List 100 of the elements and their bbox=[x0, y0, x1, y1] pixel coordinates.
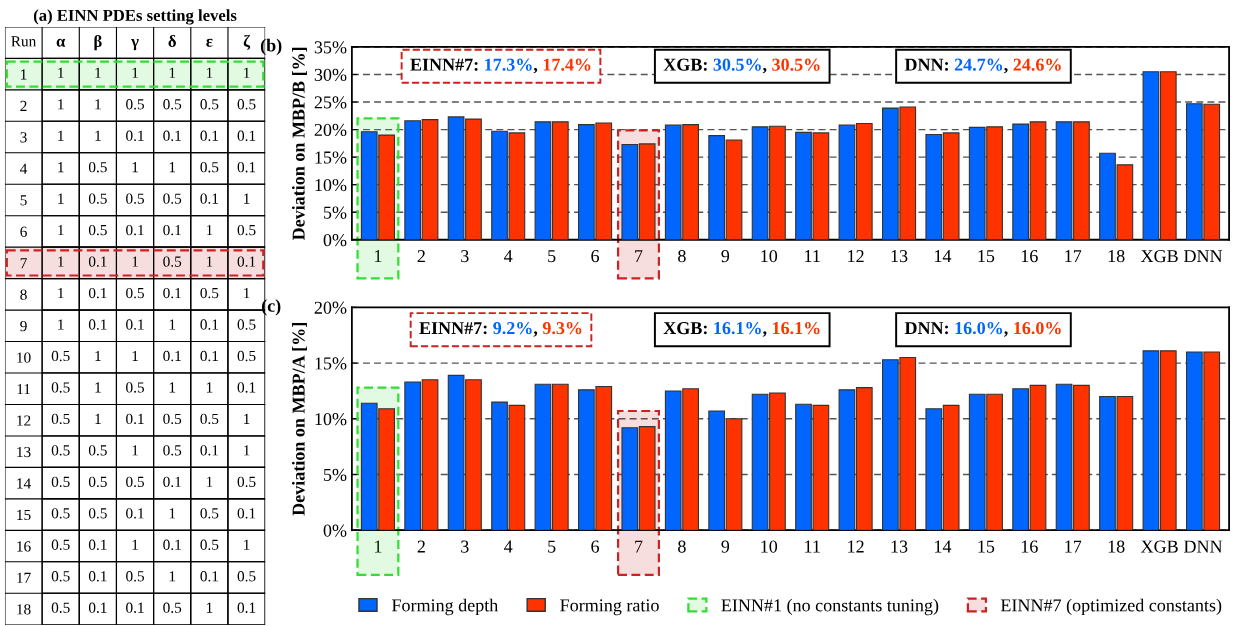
x-tick-label: 8 bbox=[678, 540, 686, 553]
data-label: 1 bbox=[244, 193, 250, 204]
data-label: 1 bbox=[58, 193, 64, 204]
data-label: 0.5 bbox=[51, 508, 70, 519]
data-label: 0.1 bbox=[200, 319, 219, 330]
data-label: 0.1 bbox=[126, 130, 144, 141]
data-label: 1 bbox=[95, 413, 101, 424]
y-tick-label: 10 bbox=[17, 352, 31, 363]
x-tick-label: 15 bbox=[978, 540, 995, 553]
data-label: 0.1 bbox=[126, 602, 144, 613]
data-label: 1 bbox=[95, 67, 101, 78]
data-label: 0.5 bbox=[88, 445, 107, 456]
data-label: 0.1 bbox=[88, 539, 107, 550]
data-label: 0.5 bbox=[200, 413, 219, 425]
x-tick-label: 9 bbox=[721, 250, 730, 263]
annotation: EINN#7: 17.3%, 17.4% bbox=[410, 58, 591, 74]
x-tick-label: 18 bbox=[1108, 250, 1125, 263]
y-tick-label: 2 bbox=[20, 100, 27, 111]
y-tick-label: 8 bbox=[20, 289, 27, 300]
data-label: 0.5 bbox=[126, 287, 144, 299]
y-tick-label: 0% bbox=[323, 234, 347, 247]
data-label: 0.1 bbox=[88, 602, 107, 613]
data-label: 0.1 bbox=[200, 193, 219, 204]
data-label: 0.1 bbox=[126, 508, 144, 519]
data-label: 1 bbox=[244, 413, 250, 424]
x-tick-label: ζ bbox=[243, 34, 251, 50]
data-label: 1 bbox=[169, 67, 176, 78]
data-label: 1 bbox=[206, 67, 213, 78]
data-label: 1 bbox=[244, 287, 250, 299]
annotation: XGB: 16.1%, 16.1% bbox=[663, 321, 820, 337]
legend-label: Forming depth bbox=[391, 598, 499, 616]
chart-title: (b) bbox=[260, 38, 282, 56]
data-label: 0.5 bbox=[163, 99, 182, 110]
data-label: 0.5 bbox=[51, 350, 70, 362]
data-label: 0.1 bbox=[163, 224, 181, 236]
data-label: 1 bbox=[132, 162, 138, 173]
data-label: 0.5 bbox=[237, 571, 256, 582]
y-tick-label: 6 bbox=[20, 226, 27, 237]
data-label: 0.5 bbox=[51, 476, 70, 488]
data-label: 0.1 bbox=[88, 571, 107, 582]
x-tick-label: 10 bbox=[761, 250, 778, 263]
annotation: EINN#7: 9.2%, 9.3% bbox=[419, 321, 582, 337]
data-label: 0.1 bbox=[126, 319, 144, 330]
data-label: 0.5 bbox=[51, 602, 70, 613]
x-tick-label: 12 bbox=[848, 540, 864, 553]
x-tick-label: 4 bbox=[504, 250, 513, 263]
data-label: 0.5 bbox=[51, 382, 70, 393]
x-tick-label: 7 bbox=[635, 250, 643, 263]
data-label: 1 bbox=[95, 130, 101, 141]
data-label: 0.5 bbox=[88, 162, 107, 173]
x-tick-label: 2 bbox=[417, 250, 425, 263]
x-tick-label: 11 bbox=[805, 540, 820, 553]
data-label: 0.1 bbox=[126, 413, 144, 425]
x-tick-label: γ bbox=[131, 39, 139, 51]
y-tick-label: 5 bbox=[20, 195, 27, 206]
data-label: 1 bbox=[206, 476, 213, 487]
data-label: 0.5 bbox=[237, 476, 256, 488]
x-tick-label: 3 bbox=[461, 540, 469, 553]
y-tick-label: 15 bbox=[17, 509, 31, 521]
data-label: 0.5 bbox=[200, 287, 219, 299]
data-label: 0.5 bbox=[51, 445, 70, 456]
y-tick-label: 4 bbox=[20, 163, 28, 174]
data-label: 1 bbox=[206, 382, 213, 393]
x-tick-label: 3 bbox=[461, 250, 469, 263]
y-axis-title: Run bbox=[11, 36, 37, 47]
annotation: XGB: 30.5%, 30.5% bbox=[663, 58, 820, 74]
data-label: 1 bbox=[132, 350, 138, 361]
y-tick-label: 5% bbox=[324, 468, 347, 482]
x-tick-label: ε bbox=[206, 38, 213, 47]
x-tick-label: 1 bbox=[375, 540, 382, 553]
data-label: 0.1 bbox=[237, 130, 256, 141]
data-label: 0.1 bbox=[163, 350, 181, 362]
data-label: 0.1 bbox=[200, 571, 219, 582]
data-label: 0.5 bbox=[88, 508, 107, 519]
data-label: 0.5 bbox=[237, 99, 256, 110]
annotation: DNN: 24.7%, 24.6% bbox=[904, 58, 1061, 74]
data-label: 0.5 bbox=[126, 99, 144, 110]
x-tick-label: 16 bbox=[1021, 250, 1038, 263]
x-tick-label: β bbox=[94, 35, 102, 51]
data-label: 0.1 bbox=[88, 287, 107, 299]
x-tick-label: 10 bbox=[761, 540, 778, 553]
x-tick-label: 4 bbox=[504, 540, 513, 553]
data-label: 0.5 bbox=[237, 350, 256, 362]
data-label: 0.1 bbox=[88, 319, 107, 330]
data-label: 0.5 bbox=[200, 162, 219, 173]
x-tick-label: 1 bbox=[375, 250, 382, 263]
data-label: 0.1 bbox=[237, 508, 256, 519]
y-tick-label: 20% bbox=[314, 123, 347, 137]
data-label: 1 bbox=[58, 287, 64, 299]
data-label: 1 bbox=[95, 382, 101, 393]
data-label: 0.1 bbox=[200, 130, 219, 141]
data-label: 1 bbox=[58, 67, 64, 78]
data-label: 0.1 bbox=[200, 350, 219, 362]
data-label: 0.5 bbox=[51, 539, 70, 550]
data-label: 1 bbox=[95, 350, 101, 361]
x-tick-label: DNN bbox=[1183, 250, 1223, 263]
data-label: 0.1 bbox=[237, 382, 256, 393]
x-tick-label: δ bbox=[168, 35, 176, 47]
y-tick-label: 30% bbox=[314, 68, 347, 81]
data-label: 1 bbox=[206, 225, 213, 236]
